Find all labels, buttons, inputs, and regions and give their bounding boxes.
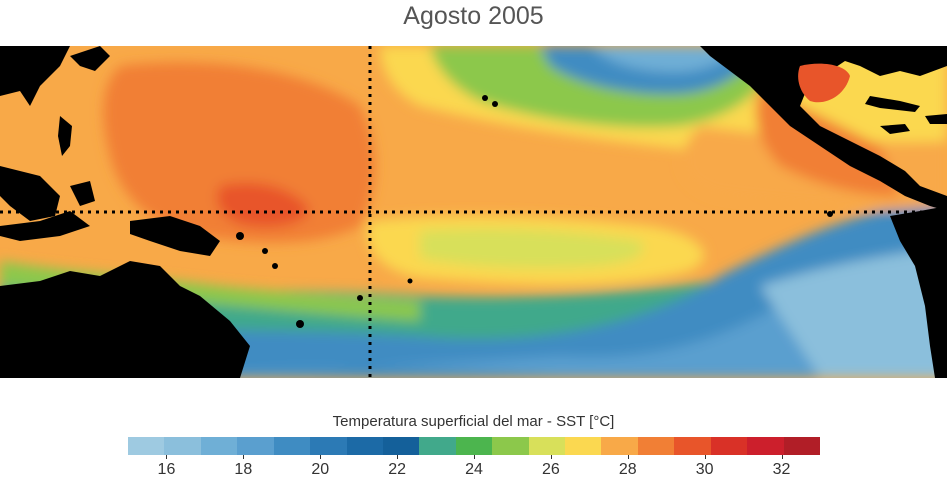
colorbar-tick-label: 20 bbox=[311, 461, 330, 478]
colorbar-tick-mark bbox=[166, 455, 168, 459]
source-note: Fuente: NOAA Optimum Interpolation (OI) … bbox=[562, 395, 943, 407]
colorbar-tick-mark bbox=[704, 455, 706, 459]
colorbar-swatch bbox=[128, 437, 165, 455]
map-title: Agosto 2005 bbox=[403, 2, 544, 30]
colorbar-tick-mark bbox=[550, 455, 552, 459]
colorbar-swatch bbox=[273, 437, 311, 455]
colorbar-tick-label: 22 bbox=[388, 461, 407, 478]
colorbar-swatch bbox=[637, 437, 675, 455]
colorbar-tick-label: 18 bbox=[234, 461, 253, 478]
colorbar-tick-label: 26 bbox=[541, 461, 560, 478]
colorbar-tick-mark bbox=[243, 455, 245, 459]
colorbar-swatch bbox=[200, 437, 238, 455]
colorbar-swatch bbox=[310, 437, 347, 455]
colorbar-ticks: 16 18 20 22 24 26 28 30 32 bbox=[128, 455, 820, 479]
colorbar-swatch bbox=[674, 437, 711, 455]
colorbar bbox=[128, 437, 821, 455]
sst-map: Fuente: NOAA Optimum Interpolation (OI) … bbox=[0, 46, 947, 407]
colorbar-tick-label: 30 bbox=[695, 461, 714, 478]
colorbar-tick-mark bbox=[781, 455, 783, 459]
colorbar-tick-mark bbox=[397, 455, 399, 459]
colorbar-swatch bbox=[419, 437, 456, 455]
colorbar-swatch bbox=[492, 437, 529, 455]
colorbar-tick-label: 16 bbox=[157, 461, 176, 478]
colorbar-tick-mark bbox=[474, 455, 475, 459]
colorbar-swatch bbox=[346, 437, 383, 455]
colorbar-swatch bbox=[601, 437, 638, 455]
colorbar-label: Temperatura superficial del mar - SST [°… bbox=[332, 413, 615, 430]
colorbar-swatch bbox=[565, 437, 602, 455]
colorbar-swatch bbox=[382, 437, 420, 455]
sst-map-canvas bbox=[0, 46, 947, 378]
colorbar-swatch bbox=[783, 437, 821, 455]
colorbar-tick-label: 32 bbox=[772, 461, 791, 478]
colorbar-tick-mark bbox=[320, 455, 322, 459]
colorbar-swatch bbox=[710, 437, 748, 455]
colorbar-swatch bbox=[528, 437, 566, 455]
colorbar-swatch bbox=[455, 437, 493, 455]
colorbar-swatch bbox=[164, 437, 201, 455]
colorbar-swatch bbox=[747, 437, 784, 455]
colorbar-swatch bbox=[237, 437, 274, 455]
colorbar-tick-label: 28 bbox=[618, 461, 637, 478]
colorbar-tick-mark bbox=[627, 455, 629, 459]
land-masses bbox=[0, 46, 947, 378]
colorbar-tick-label: 24 bbox=[465, 461, 483, 478]
